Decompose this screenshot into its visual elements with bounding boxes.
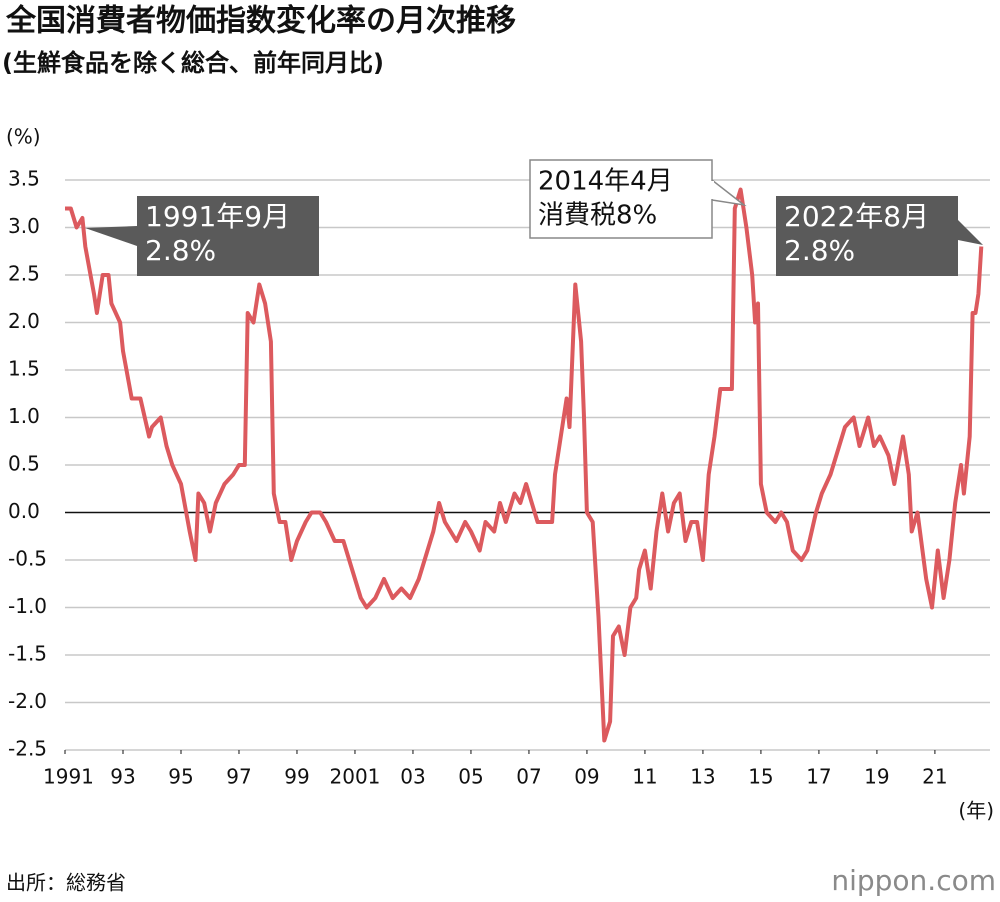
callout-box xyxy=(137,196,319,276)
callout-text: 2022年8月 xyxy=(784,200,929,233)
y-tick-label: -2.0 xyxy=(8,689,47,713)
chart-subtitle: (生鮮食品を除く総合、前年同月比) xyxy=(2,49,384,77)
x-tick-label: 15 xyxy=(748,765,773,789)
chart-title: 全国消費者物価指数変化率の月次推移 xyxy=(5,4,516,39)
x-axis-label: (年) xyxy=(958,799,994,823)
y-tick-label: 3.5 xyxy=(8,167,40,191)
x-tick-label: 1991 xyxy=(43,765,94,789)
callout-box xyxy=(776,196,958,276)
y-tick-label: 1.0 xyxy=(8,404,40,428)
y-tick-label: -1.5 xyxy=(8,642,47,666)
callout-text: 2014年4月 xyxy=(538,167,673,197)
y-tick-label: -0.5 xyxy=(8,547,47,571)
x-tick-label: 93 xyxy=(110,765,135,789)
x-tick-label: 07 xyxy=(516,765,541,789)
y-tick-label: 0.0 xyxy=(8,499,40,523)
y-tick-label: -2.5 xyxy=(8,737,47,761)
callout-text: 消費税8% xyxy=(538,201,657,231)
callout-pointer xyxy=(85,226,137,246)
y-axis-label: (%) xyxy=(6,125,41,149)
y-tick-label: 2.0 xyxy=(8,309,40,333)
x-tick-label: 19 xyxy=(864,765,889,789)
x-tick-label: 05 xyxy=(458,765,483,789)
source: 出所：総務省 xyxy=(6,871,126,895)
x-tick-label: 11 xyxy=(632,765,657,789)
callout-cover xyxy=(710,181,714,199)
x-tick-label: 21 xyxy=(922,765,947,789)
callout-text: 2.8% xyxy=(145,234,216,267)
x-tick-label: 17 xyxy=(806,765,831,789)
data-line xyxy=(65,187,984,743)
callout-text: 1991年9月 xyxy=(145,200,290,233)
y-tick-label: 0.5 xyxy=(8,452,40,476)
x-tick-label: 97 xyxy=(226,765,251,789)
y-tick-label: 2.5 xyxy=(8,262,40,286)
y-tick-label: 1.5 xyxy=(8,357,40,381)
brand-logo: nippon.com xyxy=(831,864,996,897)
x-tick-label: 09 xyxy=(574,765,599,789)
x-tick-label: 99 xyxy=(284,765,309,789)
y-tick-label: -1.0 xyxy=(8,594,47,618)
x-tick-label: 03 xyxy=(400,765,425,789)
x-tick-label: 2001 xyxy=(330,765,381,789)
callout-pointer xyxy=(958,220,983,245)
y-tick-label: 3.0 xyxy=(8,214,40,238)
x-tick-label: 95 xyxy=(168,765,193,789)
x-tick-label: 13 xyxy=(690,765,715,789)
callout-text: 2.8% xyxy=(784,234,855,267)
